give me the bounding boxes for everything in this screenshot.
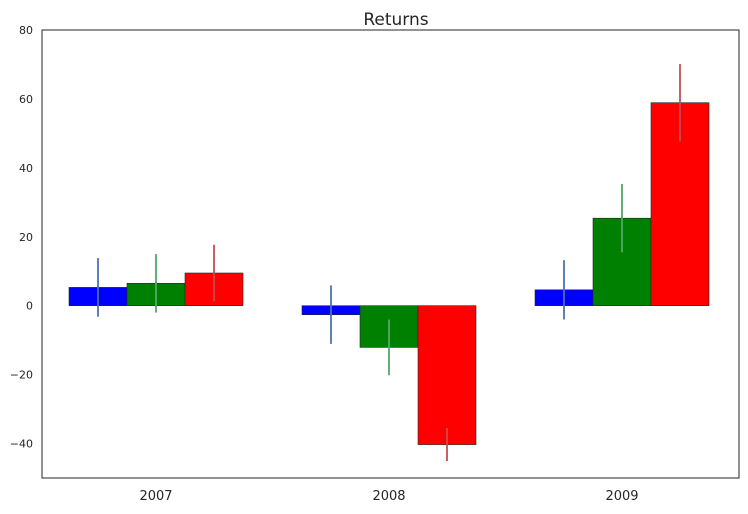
error-bars-layer	[97, 64, 681, 462]
y-axis: −40 −20 0 20 40 60 80	[10, 24, 33, 451]
y-tick-label: 0	[26, 300, 33, 313]
chart-title: Returns	[363, 10, 428, 30]
x-tick-label-2007: 2007	[139, 489, 172, 504]
bars-layer	[68, 102, 710, 445]
x-axis: 2007 2008 2009	[139, 489, 638, 504]
y-tick-label: 20	[19, 231, 33, 244]
y-tick-label: 80	[19, 24, 33, 37]
bar-2008-series-3	[417, 305, 477, 445]
x-tick-label-2008: 2008	[372, 489, 405, 504]
plot-frame	[41, 29, 740, 479]
y-tick-label: −20	[10, 369, 33, 382]
y-tick-label: 40	[19, 162, 33, 175]
x-tick-label-2009: 2009	[605, 489, 638, 504]
y-tick-label: 60	[19, 93, 33, 106]
y-tick-label: −40	[10, 438, 33, 451]
